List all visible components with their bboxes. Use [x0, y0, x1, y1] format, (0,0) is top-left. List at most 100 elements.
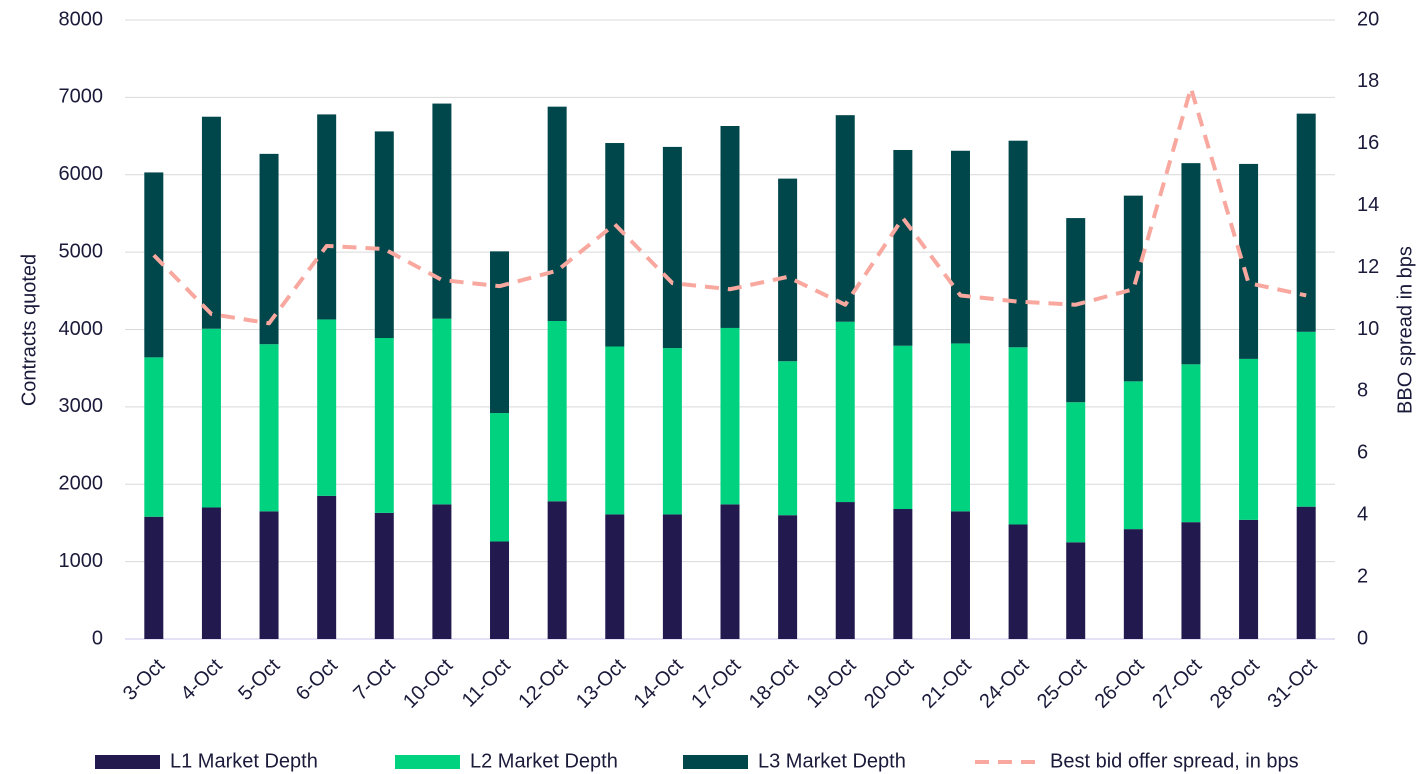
- bar: [835, 115, 855, 322]
- bar: [662, 348, 682, 515]
- y2-tick-label: 20: [1357, 8, 1379, 30]
- bar: [259, 153, 279, 345]
- y-tick-label: 8000: [59, 8, 104, 30]
- bar: [490, 541, 510, 639]
- legend-label: L2 Market Depth: [470, 750, 618, 772]
- x-tick-label: 10-Oct: [399, 654, 457, 712]
- y2-tick-label: 12: [1357, 256, 1379, 278]
- bar: [1239, 163, 1259, 359]
- bar: [720, 504, 740, 639]
- y2-tick-label: 18: [1357, 70, 1379, 92]
- x-tick-label: 17-Oct: [687, 654, 745, 712]
- bar: [1066, 218, 1086, 403]
- bar: [893, 509, 913, 639]
- bar: [1181, 364, 1201, 523]
- bar: [374, 338, 394, 513]
- x-tick-label: 20-Oct: [860, 654, 918, 712]
- x-tick-label: 31-Oct: [1263, 654, 1321, 712]
- x-tick-label: 18-Oct: [745, 654, 803, 712]
- bar: [317, 114, 337, 320]
- bar: [490, 413, 510, 542]
- bar: [490, 251, 510, 414]
- bar: [317, 319, 337, 496]
- y2-tick-label: 2: [1357, 565, 1368, 587]
- bar: [950, 511, 970, 639]
- x-tick-label: 27-Oct: [1148, 654, 1206, 712]
- x-tick-label: 11-Oct: [458, 654, 515, 711]
- y-tick-label: 0: [92, 627, 103, 649]
- bar: [1239, 519, 1259, 639]
- bar: [201, 328, 221, 508]
- bar: [605, 346, 625, 515]
- x-tick-label: 19-Oct: [803, 654, 861, 712]
- legend-label: L3 Market Depth: [758, 750, 906, 772]
- x-tick-label: 6-Oct: [292, 654, 342, 704]
- x-tick-label: 4-Oct: [177, 654, 227, 704]
- y-tick-label: 2000: [59, 473, 104, 495]
- x-tick-label: 28-Oct: [1206, 654, 1264, 712]
- x-tick-label: 25-Oct: [1033, 654, 1091, 712]
- bar: [1066, 542, 1086, 639]
- legend-swatch: [395, 755, 460, 769]
- bar: [1008, 140, 1028, 348]
- bar: [662, 514, 682, 639]
- bar: [778, 178, 798, 362]
- bar: [893, 149, 913, 346]
- y-tick-label: 1000: [59, 550, 104, 572]
- bar: [1296, 113, 1316, 332]
- y-axis-title: Contracts quoted: [18, 254, 40, 406]
- y-tick-label: 3000: [59, 395, 104, 417]
- bar: [1181, 522, 1201, 639]
- y2-tick-label: 6: [1357, 442, 1368, 464]
- bar: [432, 318, 452, 505]
- bar: [1123, 381, 1143, 530]
- bar: [317, 495, 337, 639]
- bar: [259, 511, 279, 639]
- x-tick-label: 21-Oct: [918, 654, 976, 712]
- x-tick-label: 5-Oct: [234, 654, 284, 704]
- bar: [1008, 347, 1028, 525]
- y-tick-label: 5000: [59, 240, 104, 262]
- x-tick-label: 13-Oct: [572, 654, 630, 712]
- bar: [144, 172, 164, 358]
- legend-label: Best bid offer spread, in bps: [1050, 750, 1299, 772]
- legend-swatch: [683, 755, 748, 769]
- bar: [1066, 402, 1086, 543]
- bar: [144, 516, 164, 639]
- bar: [201, 116, 221, 329]
- bar: [144, 357, 164, 517]
- bar: [605, 143, 625, 347]
- bar: [893, 345, 913, 510]
- legend-swatch: [95, 755, 160, 769]
- legend-label: L1 Market Depth: [170, 750, 318, 772]
- bar: [374, 131, 394, 339]
- bar: [1008, 524, 1028, 639]
- bar: [1181, 163, 1201, 365]
- bar: [1296, 331, 1316, 507]
- bar: [547, 320, 567, 502]
- bar: [432, 103, 452, 319]
- y-tick-label: 4000: [59, 318, 104, 340]
- y-tick-label: 7000: [59, 86, 104, 108]
- y2-tick-label: 16: [1357, 132, 1379, 154]
- y2-axis-title: BBO spread in bps: [1394, 246, 1416, 414]
- y2-tick-label: 8: [1357, 380, 1368, 402]
- bar: [1123, 529, 1143, 639]
- bar: [720, 327, 740, 505]
- bar: [432, 504, 452, 639]
- spread-line: [152, 86, 1307, 326]
- bar: [1296, 506, 1316, 639]
- y2-tick-label: 0: [1357, 627, 1368, 649]
- bar: [835, 502, 855, 639]
- x-tick-label: 3-Oct: [119, 654, 169, 704]
- bar: [835, 321, 855, 503]
- bar: [259, 344, 279, 512]
- bar: [1123, 195, 1143, 382]
- bar: [720, 126, 740, 328]
- y-tick-label: 6000: [59, 163, 104, 185]
- bar: [950, 343, 970, 512]
- x-tick-label: 26-Oct: [1091, 654, 1149, 712]
- y2-tick-label: 4: [1357, 503, 1368, 525]
- bar: [547, 106, 567, 321]
- x-tick-label: 7-Oct: [349, 654, 399, 704]
